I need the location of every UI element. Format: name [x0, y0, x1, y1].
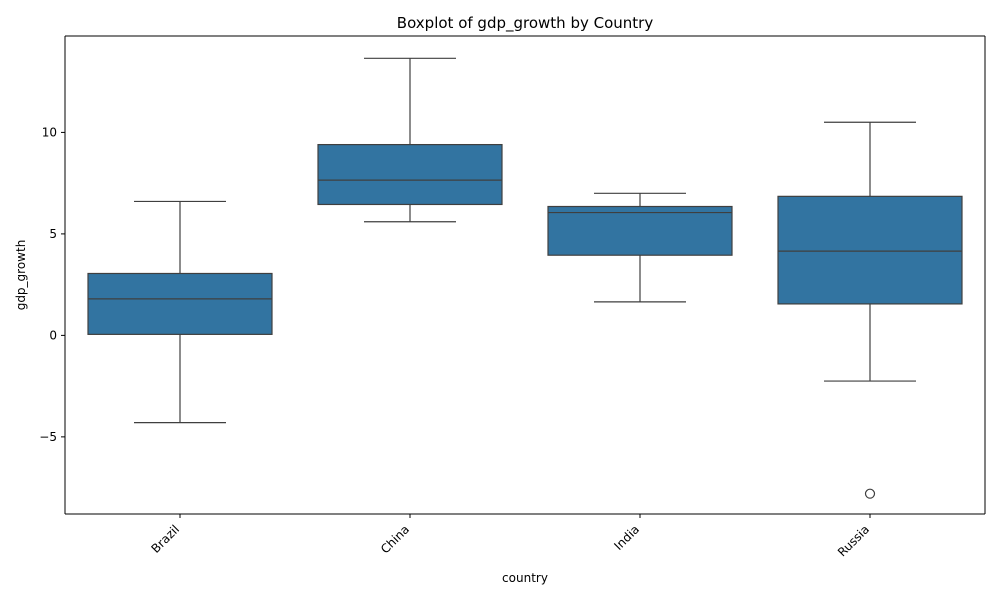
- x-tick-label: China: [378, 522, 412, 556]
- y-tick-label: 10: [42, 125, 57, 139]
- box-brazil: [87, 272, 273, 335]
- x-axis-label: country: [502, 571, 548, 585]
- box-india: [547, 205, 733, 256]
- x-tick-label: Russia: [835, 522, 872, 559]
- y-axis-label: gdp_growth: [14, 240, 28, 311]
- outlier-russia-0: [864, 488, 876, 499]
- x-tick-label: India: [611, 522, 642, 553]
- box-china: [317, 143, 503, 206]
- box-russia: [777, 195, 963, 305]
- y-tick-label: 0: [49, 328, 57, 342]
- y-tick-label: 5: [49, 227, 57, 241]
- y-tick-label: −5: [39, 430, 57, 444]
- x-tick-label: Brazil: [149, 522, 183, 556]
- chart-title: Boxplot of gdp_growth by Country: [397, 14, 654, 33]
- plot-area: −5 0 5 10 Brazil China India Russia: [39, 35, 986, 559]
